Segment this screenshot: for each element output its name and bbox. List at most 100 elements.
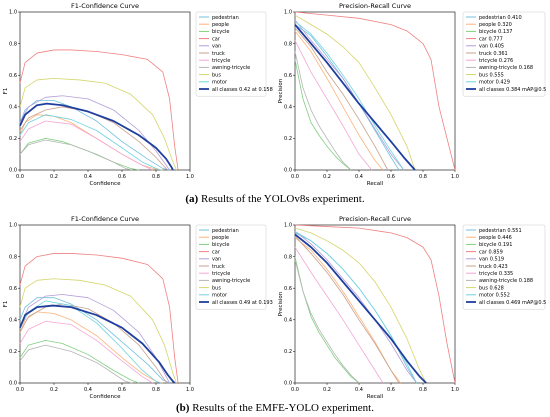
series-line <box>19 139 133 171</box>
legend-entry: truck 0.361 <box>479 51 508 57</box>
caption-b: (b) Results of the EMFE-YOLO experiment. <box>0 402 550 414</box>
x-tick-label: 0.0 <box>291 174 299 180</box>
series-line <box>294 40 373 171</box>
legend-entry: awning-tricycle <box>212 65 250 71</box>
legend-entry: bus 0.555 <box>479 72 504 78</box>
legend-entry: bus 0.628 <box>479 285 504 291</box>
series-line <box>294 231 417 384</box>
series-line <box>19 278 177 384</box>
legend-entry: tricycle 0.276 <box>479 58 513 64</box>
y-tick-label: 0.4 <box>284 318 292 324</box>
y-tick-label: 0.8 <box>284 41 292 47</box>
series-line <box>294 256 360 384</box>
series-line <box>19 303 169 384</box>
legend-entry: truck 0.423 <box>479 264 508 270</box>
plot-frame <box>294 224 456 384</box>
y-tick-label: 0.2 <box>284 349 292 355</box>
y-tick-label: 0.6 <box>9 73 17 79</box>
legend-entry: people 0.446 <box>479 235 512 241</box>
legend-entry: people <box>212 22 229 28</box>
x-tick-label: 0.2 <box>323 387 331 393</box>
plot-frame <box>19 224 191 384</box>
y-tick-label: 0.0 <box>9 168 17 174</box>
legend-entry: pedestrian <box>212 15 239 21</box>
legend-entry: bus <box>212 72 221 78</box>
legend-entry: car <box>212 249 221 255</box>
y-axis-label: Precision <box>278 78 284 103</box>
x-tick-label: 0.4 <box>84 387 92 393</box>
x-tick-label: 0.6 <box>118 174 126 180</box>
series-line <box>294 21 405 171</box>
legend-entry: all classes 0.469 mAP@0.5 <box>479 300 546 306</box>
x-tick-label: 0.8 <box>152 387 160 393</box>
series-line <box>19 253 179 384</box>
series-line <box>294 14 416 171</box>
legend-entry: bicycle <box>212 29 230 35</box>
y-tick-label: 0.0 <box>9 381 17 387</box>
x-tick-label: 1.0 <box>451 387 459 393</box>
y-tick-label: 0.8 <box>284 254 292 260</box>
legend-entry: truck <box>212 264 225 270</box>
caption-b-text: Results of the EMFE-YOLO experiment. <box>192 402 374 414</box>
legend-entry: tricycle 0.335 <box>479 271 513 277</box>
series-line <box>294 224 456 384</box>
series-line <box>294 259 360 384</box>
y-tick-label: 0.2 <box>284 136 292 142</box>
legend-entry: all classes 0.49 at 0.193 <box>212 300 273 306</box>
x-tick-label: 0.6 <box>387 387 395 393</box>
series-line <box>294 24 416 171</box>
caption-a-label: (a) <box>185 193 199 205</box>
chart-title: Precision-Recall Curve <box>339 2 411 10</box>
series-line <box>294 227 427 384</box>
series-line <box>294 11 456 171</box>
series-line <box>294 51 352 171</box>
chart-title: F1-Confidence Curve <box>71 2 139 10</box>
legend-entry: awning-tricycle <box>212 278 250 284</box>
x-tick-label: 1.0 <box>451 174 459 180</box>
legend-entry: awning-tricycle 0.188 <box>479 278 533 284</box>
series-line <box>294 233 427 384</box>
legend-entry: tricycle <box>212 58 230 64</box>
y-tick-label: 0.4 <box>9 105 17 111</box>
y-tick-label: 0.8 <box>9 41 17 47</box>
caption-a-text: Results of the YOLOv8s experiment. <box>200 193 365 205</box>
y-tick-label: 1.0 <box>284 223 292 229</box>
legend-entry: pedestrian <box>212 228 239 234</box>
legend-entry: motor 0.552 <box>479 293 510 299</box>
y-axis-label: Precision <box>278 291 284 316</box>
x-axis-label: Recall <box>367 394 384 400</box>
legend-entry: van <box>212 257 221 263</box>
y-axis-label: F1 <box>3 301 9 308</box>
y-tick-label: 1.0 <box>9 223 17 229</box>
legend-entry: car 0.859 <box>479 249 503 255</box>
y-tick-label: 0.4 <box>9 318 17 324</box>
series-line <box>19 120 153 171</box>
y-tick-label: 0.4 <box>284 105 292 111</box>
x-tick-label: 0.2 <box>50 174 58 180</box>
x-tick-label: 0.4 <box>355 174 363 180</box>
x-tick-label: 0.6 <box>387 174 395 180</box>
legend-entry: car 0.777 <box>479 36 503 42</box>
legend-entry: van 0.405 <box>479 44 504 50</box>
series-line <box>19 304 176 384</box>
x-tick-label: 0.4 <box>84 174 92 180</box>
chart-title: Precision-Recall Curve <box>339 215 411 223</box>
x-axis-label: Confidence <box>90 394 122 400</box>
series-line <box>19 114 162 171</box>
y-tick-label: 0.0 <box>284 168 292 174</box>
x-tick-label: 0.0 <box>16 174 24 180</box>
series-line <box>294 235 400 384</box>
series-line <box>294 246 384 384</box>
y-tick-label: 0.2 <box>9 136 17 142</box>
legend-entry: truck <box>212 51 225 57</box>
y-tick-label: 0.6 <box>9 286 17 292</box>
y-tick-label: 0.2 <box>9 349 17 355</box>
x-axis-label: Recall <box>367 181 384 187</box>
series-line <box>19 114 163 171</box>
legend-entry: pedestrian 0.410 <box>479 15 522 21</box>
x-tick-label: 0.6 <box>118 387 126 393</box>
series-line <box>294 232 417 384</box>
legend-entry: car <box>212 36 221 42</box>
series-line <box>294 27 389 171</box>
